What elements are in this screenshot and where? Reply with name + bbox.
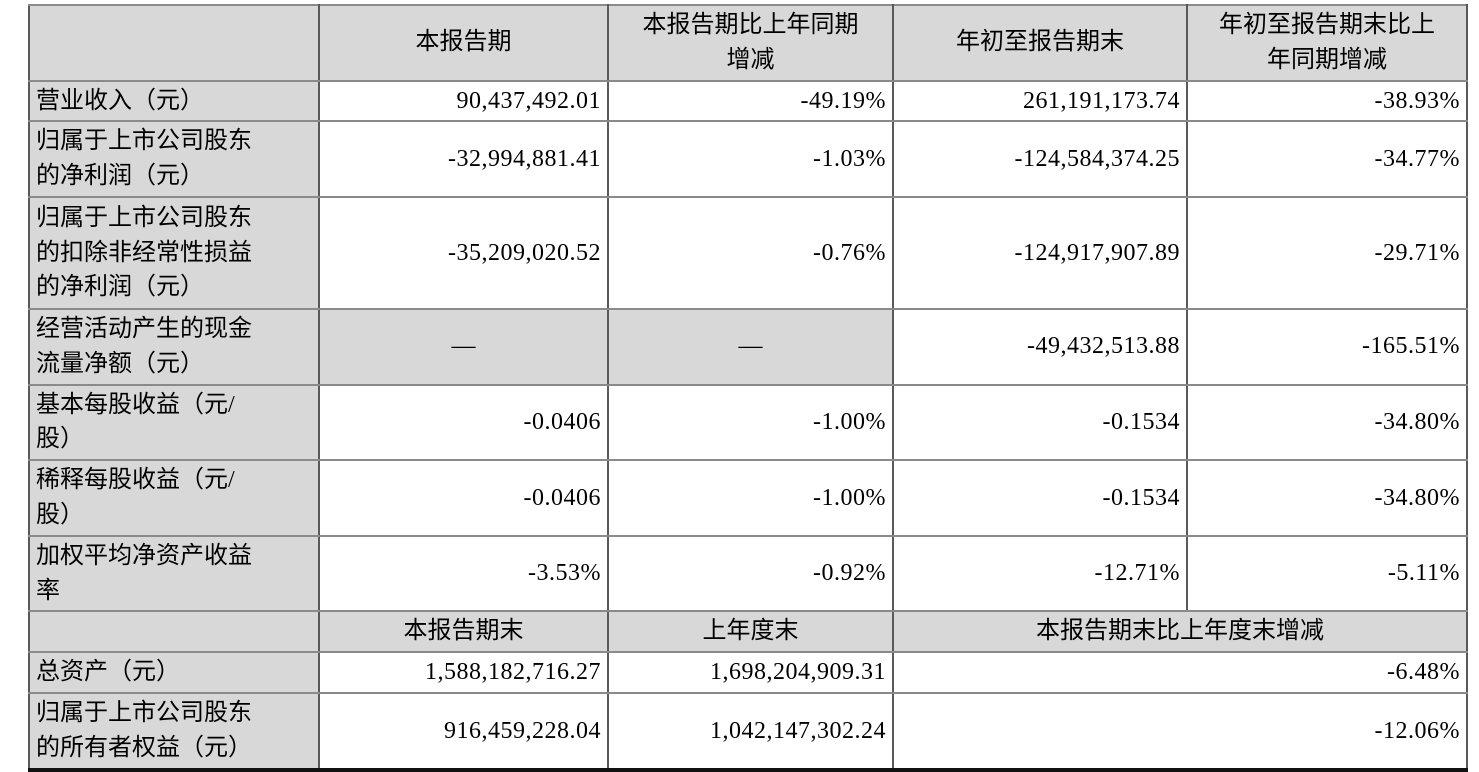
header-cell-empty <box>28 4 320 82</box>
row-label: 经营活动产生的现金 流量净额（元） <box>28 307 320 386</box>
row-label: 加权平均净资产收益 率 <box>28 534 320 613</box>
row-label: 营业收入（元） <box>28 79 320 123</box>
value-ytd-yoy-change: -34.80% <box>1186 459 1468 537</box>
value-yoy-change: -1.00% <box>607 383 894 462</box>
header-cell-ytd: 年初至报告期末 <box>892 4 1188 82</box>
header-cell-current-period: 本报告期 <box>318 4 609 82</box>
value-end-of-last-year: 1,698,204,909.31 <box>607 651 894 695</box>
value-ytd-yoy-change: -34.80% <box>1186 383 1468 462</box>
header-cell-yoy-change: 本报告期比上年同期 增减 <box>607 4 894 82</box>
row-label: 归属于上市公司股东 的净利润（元） <box>28 120 320 198</box>
value-yoy-change-dash: — <box>607 307 894 386</box>
header-cell-end-of-period: 本报告期末 <box>318 610 609 654</box>
value-yoy-change: -1.03% <box>607 120 894 198</box>
table-row-weighted-avg-roe: 加权平均净资产收益 率 -3.53% -0.92% -12.71% -5.11% <box>28 534 1468 613</box>
value-ytd: -49,432,513.88 <box>892 307 1188 386</box>
value-yoy-change: -0.76% <box>607 195 894 310</box>
value-ytd: -124,584,374.25 <box>892 120 1188 198</box>
value-ytd: -124,917,907.89 <box>892 195 1188 310</box>
value-end-of-period: 1,588,182,716.27 <box>318 651 609 695</box>
table-row-total-assets: 总资产（元） 1,588,182,716.27 1,698,204,909.31… <box>28 651 1468 695</box>
value-yoy-change: -0.92% <box>607 534 894 613</box>
row-label: 稀释每股收益（元/ 股） <box>28 459 320 537</box>
header-row-period-end: 本报告期末 上年度末 本报告期末比上年度末增减 <box>28 610 1468 654</box>
value-ytd-yoy-change: -165.51% <box>1186 307 1468 386</box>
row-label: 归属于上市公司股东 的所有者权益（元） <box>28 692 320 772</box>
value-ytd: 261,191,173.74 <box>892 79 1188 123</box>
value-ytd: -12.71% <box>892 534 1188 613</box>
table-row-owners-equity: 归属于上市公司股东 的所有者权益（元） 916,459,228.04 1,042… <box>28 692 1468 772</box>
table-row-net-profit-excl-nonrecurring: 归属于上市公司股东 的扣除非经常性损益 的净利润（元） -35,209,020.… <box>28 195 1468 310</box>
value-ytd-yoy-change: -29.71% <box>1186 195 1468 310</box>
value-yoy-change: -49.19% <box>607 79 894 123</box>
value-ytd-yoy-change: -5.11% <box>1186 534 1468 613</box>
header-row-period: 本报告期 本报告期比上年同期 增减 年初至报告期末 年初至报告期末比上 年同期增… <box>28 4 1468 82</box>
table-row-operating-revenue: 营业收入（元） 90,437,492.01 -49.19% 261,191,17… <box>28 79 1468 123</box>
document-page: 本报告期 本报告期比上年同期 增减 年初至报告期末 年初至报告期末比上 年同期增… <box>28 4 1468 772</box>
header-cell-period-end-change: 本报告期末比上年度末增减 <box>892 610 1468 654</box>
table-row-operating-cash-flow: 经营活动产生的现金 流量净额（元） — — -49,432,513.88 -16… <box>28 307 1468 386</box>
value-current: -35,209,020.52 <box>318 195 609 310</box>
value-current: -0.0406 <box>318 383 609 462</box>
value-period-end-change: -6.48% <box>892 651 1468 695</box>
table-row-basic-eps: 基本每股收益（元/ 股） -0.0406 -1.00% -0.1534 -34.… <box>28 383 1468 462</box>
value-end-of-last-year: 1,042,147,302.24 <box>607 692 894 772</box>
value-current: -32,994,881.41 <box>318 120 609 198</box>
value-end-of-period: 916,459,228.04 <box>318 692 609 772</box>
header-cell-empty <box>28 610 320 654</box>
value-current: -0.0406 <box>318 459 609 537</box>
header-cell-end-of-last-year: 上年度末 <box>607 610 894 654</box>
value-ytd-yoy-change: -38.93% <box>1186 79 1468 123</box>
row-label: 基本每股收益（元/ 股） <box>28 383 320 462</box>
value-yoy-change: -1.00% <box>607 459 894 537</box>
value-ytd: -0.1534 <box>892 383 1188 462</box>
value-current: -3.53% <box>318 534 609 613</box>
header-cell-ytd-yoy-change: 年初至报告期末比上 年同期增减 <box>1186 4 1468 82</box>
value-ytd-yoy-change: -34.77% <box>1186 120 1468 198</box>
row-label: 归属于上市公司股东 的扣除非经常性损益 的净利润（元） <box>28 195 320 310</box>
value-period-end-change: -12.06% <box>892 692 1468 772</box>
row-label: 总资产（元） <box>28 651 320 695</box>
value-current-dash: — <box>318 307 609 386</box>
value-ytd: -0.1534 <box>892 459 1188 537</box>
value-current: 90,437,492.01 <box>318 79 609 123</box>
table-row-diluted-eps: 稀释每股收益（元/ 股） -0.0406 -1.00% -0.1534 -34.… <box>28 459 1468 537</box>
financial-summary-table: 本报告期 本报告期比上年同期 增减 年初至报告期末 年初至报告期末比上 年同期增… <box>28 4 1468 772</box>
table-row-net-profit: 归属于上市公司股东 的净利润（元） -32,994,881.41 -1.03% … <box>28 120 1468 198</box>
